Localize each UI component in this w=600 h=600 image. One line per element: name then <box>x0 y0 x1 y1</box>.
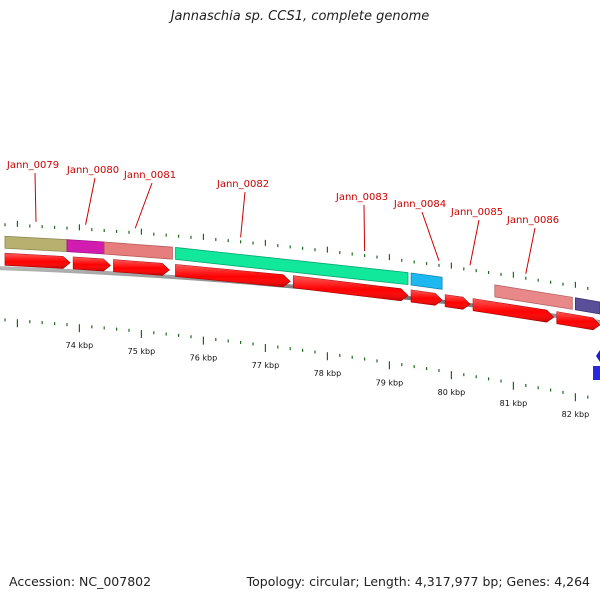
kbp-label: 74 kbp <box>66 341 94 350</box>
cds-arrow-shade <box>5 253 71 269</box>
feature-bar-track <box>4 235 600 315</box>
cds-arrow-shade <box>73 256 111 271</box>
kbp-label: 82 kbp <box>562 410 590 419</box>
kbp-label: 81 kbp <box>500 399 528 408</box>
cds-arrow-shade <box>293 275 408 301</box>
gene-label-group: Jann_0079 Jann_0080 Jann_0081 Jann_0082 Jann… <box>6 160 559 226</box>
kbp-label: 77 kbp <box>252 361 280 370</box>
gene-leader-line <box>134 182 153 229</box>
feature-bar <box>103 241 173 260</box>
genome-title: Jannaschia sp. CCS1, complete genome <box>170 9 430 24</box>
cds-arrow-shade <box>175 264 291 287</box>
cds-arrow-shade <box>445 294 470 310</box>
gene-leader-line <box>469 219 480 266</box>
gene-leader-line <box>421 211 440 261</box>
gene-leader-line <box>363 204 366 252</box>
blue-feature-bar <box>593 366 600 380</box>
cds-arrow-shade <box>113 259 170 276</box>
feature-bar <box>410 272 443 290</box>
gene-label: Jann_0086 <box>506 215 559 226</box>
edge-features <box>593 350 600 380</box>
gene-label: Jann_0082 <box>216 179 269 190</box>
gene-label: Jann_0079 <box>6 160 59 171</box>
summary-text: Topology: circular; Length: 4,317,977 bp… <box>246 574 590 589</box>
outer-tick-ring <box>4 220 589 290</box>
kbp-label: 76 kbp <box>190 354 218 363</box>
cds-arrow-shade <box>556 311 600 330</box>
gene-leader-lines <box>34 172 536 274</box>
gene-label: Jann_0080 <box>66 165 119 176</box>
gene-label: Jann_0083 <box>335 192 388 203</box>
kbp-label: 79 kbp <box>376 378 404 387</box>
inner-tick-ring <box>4 318 589 402</box>
gene-label: Jann_0085 <box>450 207 503 218</box>
gene-label: Jann_0081 <box>123 170 176 181</box>
accession-text: Accession: NC_007802 <box>9 574 152 589</box>
kbp-label: 75 kbp <box>128 347 156 356</box>
gene-leader-line <box>240 191 246 238</box>
feature-bar <box>575 297 600 315</box>
kbp-label-group: 74 kbp 75 kbp 76 kbp 77 kbp 78 kbp 79 kbp 80 k… <box>66 341 590 419</box>
cds-arrow-shade <box>411 290 443 306</box>
gene-leader-line <box>525 227 536 274</box>
feature-bar <box>494 284 573 310</box>
gene-leader-line <box>34 172 37 222</box>
cds-arrow-track <box>4 252 600 331</box>
feature-bar <box>4 235 68 253</box>
kbp-label: 78 kbp <box>314 369 342 378</box>
blue-feature-arrow <box>596 350 600 362</box>
gene-label: Jann_0084 <box>393 199 446 210</box>
gene-leader-line <box>85 177 96 225</box>
feature-bar <box>66 239 105 255</box>
kbp-label: 80 kbp <box>438 388 466 397</box>
feature-bar <box>175 246 409 286</box>
cds-arrow-shade <box>473 298 554 323</box>
